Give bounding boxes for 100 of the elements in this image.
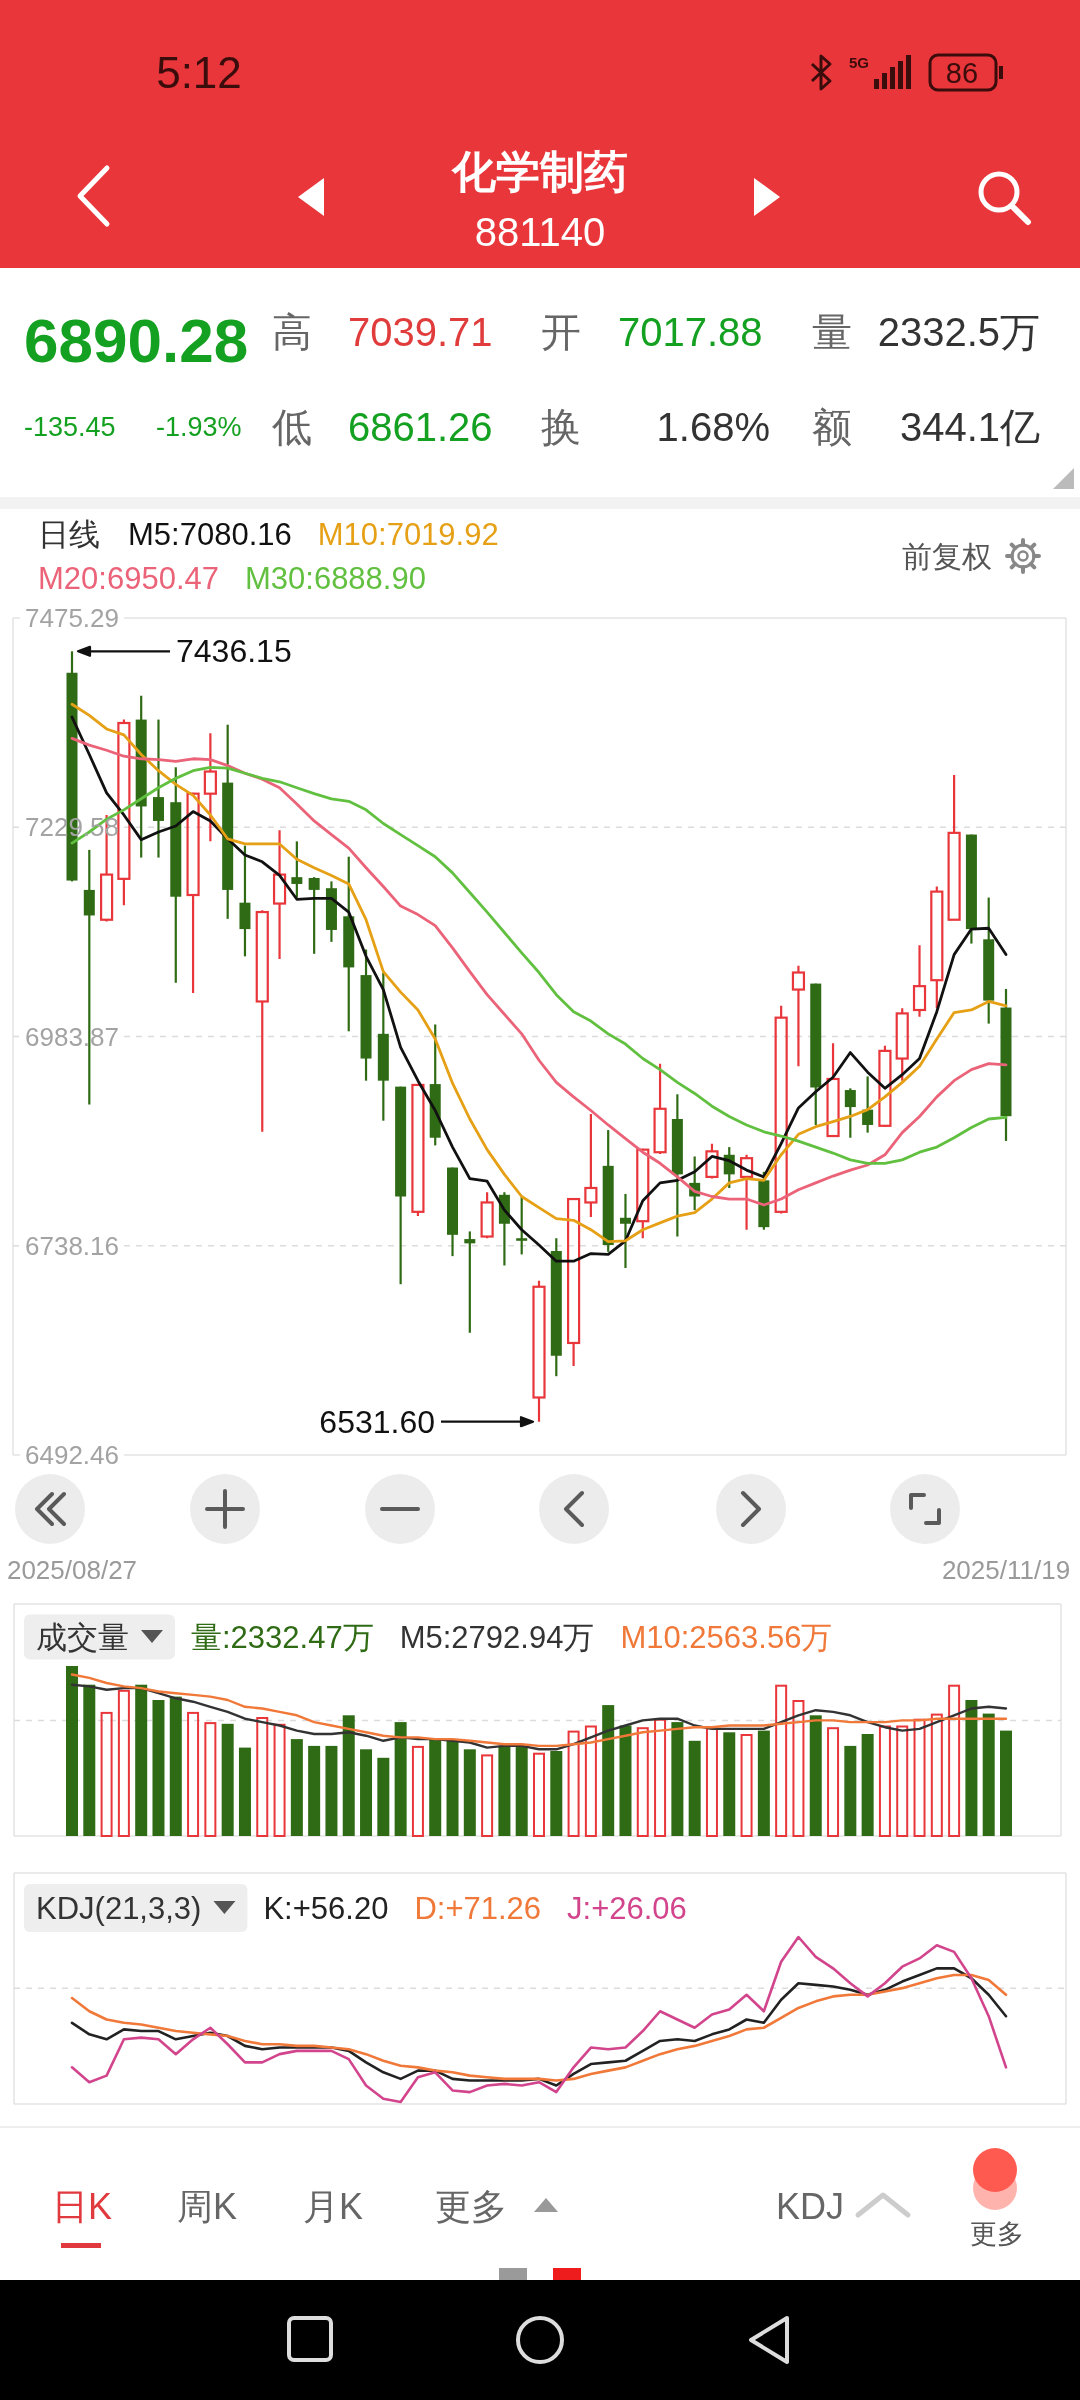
- text: M20:6950.47: [38, 560, 219, 596]
- bar: [66, 1666, 78, 1836]
- text: 5G: [848, 53, 870, 71]
- candlestick: [186, 792, 200, 995]
- bar: [844, 1745, 857, 1836]
- candlestick: [619, 1192, 631, 1270]
- text: K:+56.20: [263, 1890, 389, 1926]
- bar: [567, 1730, 580, 1837]
- bar: [723, 1732, 736, 1836]
- text: -1.93%: [156, 412, 242, 442]
- bar: [705, 1727, 718, 1837]
- text: 周K: [176, 2185, 238, 2227]
- bar: [221, 1723, 234, 1836]
- candlestick: [930, 885, 944, 1010]
- y-tick-label: 6738.16: [25, 1230, 119, 1261]
- text: 量: [812, 310, 852, 354]
- candlestick: [152, 718, 164, 859]
- text: 开: [541, 310, 581, 354]
- bar: [394, 1722, 407, 1836]
- chart-title: 成交量: [36, 1619, 129, 1655]
- candlestick: [826, 1042, 840, 1138]
- text: M10:7019.92: [317, 516, 499, 552]
- bar: [602, 1705, 615, 1836]
- x-tick-label: 2025/08/27: [6, 1555, 138, 1585]
- x-tick-label: 2025/11/19: [941, 1555, 1071, 1585]
- bar: [930, 1713, 943, 1837]
- bar: [117, 1689, 130, 1837]
- indicator-selector: 成交量: [24, 1614, 175, 1660]
- text: 7039.71: [348, 310, 493, 354]
- bar: [688, 1740, 701, 1836]
- bar: [861, 1734, 874, 1836]
- text: 344.1亿: [899, 405, 1040, 449]
- candlestick: [653, 1062, 667, 1156]
- bar: [256, 1717, 269, 1837]
- chart-title: 日线: [38, 516, 100, 552]
- text: 额: [812, 405, 852, 449]
- text: 7017.88: [618, 310, 763, 354]
- candlestick: [532, 1279, 546, 1423]
- text: 更多: [970, 2219, 1024, 2249]
- bar: [498, 1745, 511, 1836]
- candlestick: [895, 1007, 909, 1082]
- bar: [429, 1739, 442, 1836]
- bar: [948, 1684, 961, 1837]
- text: 5:12: [156, 47, 242, 97]
- bar: [982, 1713, 995, 1836]
- bar: [481, 1754, 494, 1837]
- bar: [878, 1725, 891, 1837]
- text: 化学制药: [451, 146, 628, 196]
- bar: [204, 1722, 217, 1837]
- bar: [135, 1684, 148, 1836]
- candlestick: [117, 718, 131, 907]
- text: 前复权: [902, 539, 992, 573]
- bar: [325, 1745, 338, 1836]
- bar: [896, 1725, 909, 1837]
- bar: [187, 1711, 200, 1837]
- text: M10:2563.56万: [620, 1619, 833, 1655]
- candlestick: [947, 773, 961, 921]
- bar: [809, 1715, 822, 1836]
- candlestick: [584, 1112, 598, 1219]
- candlestick: [203, 732, 217, 843]
- bar: [792, 1700, 805, 1837]
- bar: [671, 1722, 684, 1836]
- text: 低: [272, 405, 312, 449]
- bar: [757, 1730, 770, 1836]
- text: 更多: [435, 2185, 507, 2227]
- bar: [654, 1718, 667, 1837]
- text: M5:2792.94万: [399, 1619, 595, 1655]
- text: 2332.5万: [877, 310, 1040, 354]
- y-tick-label: 6492.46: [25, 1440, 119, 1470]
- text: KDJ: [775, 2185, 845, 2227]
- bar: [446, 1739, 459, 1836]
- series-label: 量:2332.47万: [191, 1619, 374, 1655]
- bar: [550, 1751, 563, 1836]
- candlestick: [255, 909, 269, 1133]
- text: -135.45: [24, 412, 116, 442]
- bar: [169, 1696, 182, 1836]
- bar: [619, 1725, 632, 1836]
- bar: [100, 1711, 113, 1837]
- text: J:+26.06: [567, 1890, 687, 1926]
- bar: [463, 1749, 476, 1836]
- bar: [515, 1745, 528, 1836]
- bar: [342, 1715, 355, 1836]
- y-tick-label: 7475.29: [25, 603, 119, 633]
- text: 6890.28: [24, 305, 249, 375]
- candlestick: [291, 840, 303, 899]
- bar: [273, 1723, 286, 1837]
- bar: [83, 1684, 96, 1836]
- annotation: 6531.60: [319, 1403, 435, 1440]
- bar: [411, 1745, 424, 1837]
- text: D:+71.26: [414, 1890, 542, 1926]
- indicator-selector: KDJ(21,3,3): [24, 1884, 248, 1932]
- bar: [1000, 1730, 1012, 1836]
- bar: [238, 1747, 251, 1836]
- candlestick: [308, 876, 320, 955]
- bar: [360, 1749, 373, 1836]
- text: M30:6888.90: [244, 560, 426, 596]
- bar: [377, 1757, 390, 1836]
- text: 日K: [51, 2185, 113, 2227]
- bar: [308, 1745, 321, 1836]
- text: 6861.26: [348, 405, 493, 449]
